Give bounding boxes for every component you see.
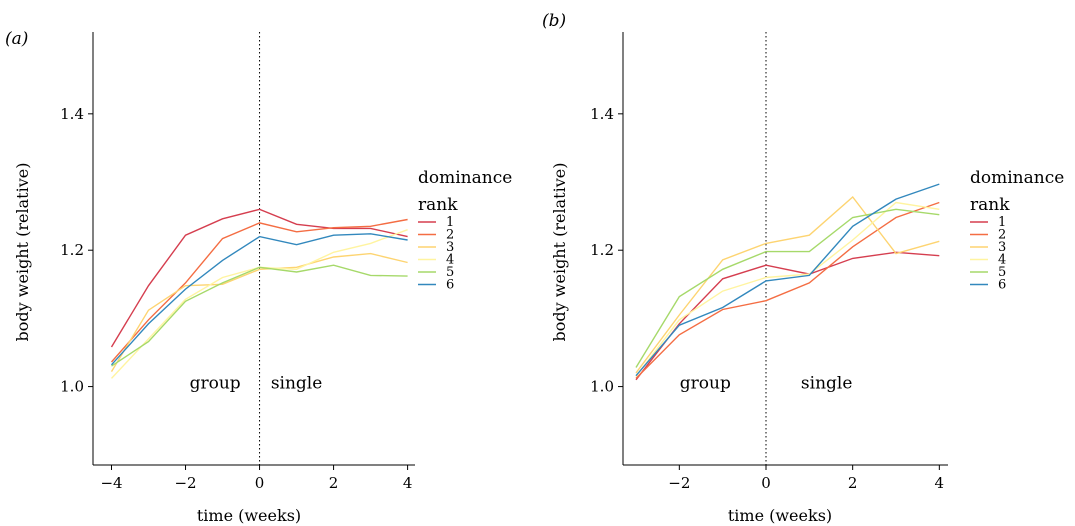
panel-b-x-tick-label: 4 bbox=[935, 474, 945, 492]
panel-b-series-line-2 bbox=[635, 201, 940, 379]
panel-b-y-tick-label: 1.2 bbox=[590, 241, 614, 259]
panel-a-legend-title-line2: rank bbox=[418, 195, 458, 215]
panel-b-y-tick-label: 1.0 bbox=[590, 378, 614, 396]
panel-a-legend-label-4: 4 bbox=[446, 253, 454, 268]
panel-b-series-line-6 bbox=[635, 183, 940, 377]
panel-a-legend-label-2: 2 bbox=[446, 228, 454, 243]
panel-b-annotation-group: group bbox=[680, 374, 731, 394]
panel-b-series-line-5 bbox=[635, 208, 940, 368]
panel-a-x-axis-title: time (weeks) bbox=[197, 506, 301, 525]
panel-a-x-tick-label: 0 bbox=[255, 474, 265, 492]
panel-a-series-line-3 bbox=[110, 252, 408, 372]
panel-a-annotation-single: single bbox=[271, 374, 323, 394]
panel-a-y-tick-label: 1.0 bbox=[60, 378, 84, 396]
panel-a-legend-label-3: 3 bbox=[446, 240, 454, 255]
panel-a-y-tick-label: 1.2 bbox=[60, 241, 84, 259]
panel-b-series-line-4 bbox=[635, 201, 940, 377]
panel-a-legend-label-5: 5 bbox=[446, 265, 454, 280]
panel-b-label: (b) bbox=[542, 11, 566, 31]
panel-a-series-line-5 bbox=[111, 264, 408, 367]
panel-a-label: (a) bbox=[5, 29, 28, 49]
panel-b-series-line-1 bbox=[635, 251, 940, 381]
panel-a-annotation-group: group bbox=[190, 374, 241, 394]
panel-b-y-axis-title: body weight (relative) bbox=[550, 163, 569, 342]
panel-b-x-tick-label: −2 bbox=[668, 474, 690, 492]
panel-a-x-tick-label: 4 bbox=[403, 474, 413, 492]
panel-b: (b) body weight (relative) time (weeks) … bbox=[542, 11, 1064, 525]
panel-b-x-tick-label: 0 bbox=[761, 474, 771, 492]
panel-b-y-tick-label: 1.4 bbox=[590, 105, 614, 123]
panel-a-series-line-1 bbox=[110, 208, 408, 348]
panel-b-x-tick-label: 2 bbox=[848, 474, 858, 492]
panel-b-legend-title-line2: rank bbox=[970, 195, 1010, 215]
panel-a-legend-label-6: 6 bbox=[446, 278, 454, 293]
panel-a-legend-title-line1: dominance bbox=[418, 168, 512, 188]
panel-b-legend-label-3: 3 bbox=[998, 240, 1006, 255]
panel-b-legend-title-line1: dominance bbox=[970, 168, 1064, 188]
panel-b-legend-label-5: 5 bbox=[998, 265, 1006, 280]
panel-b-legend-label-4: 4 bbox=[998, 253, 1006, 268]
panel-a-series-line-2 bbox=[110, 218, 408, 363]
panel-a-legend-label-1: 1 bbox=[446, 215, 454, 230]
panel-a: (a) body weight (relative) time (weeks) … bbox=[5, 29, 512, 525]
panel-a-x-tick-label: 2 bbox=[329, 474, 339, 492]
panel-a-y-tick-label: 1.4 bbox=[60, 105, 84, 123]
panel-a-x-tick-label: −4 bbox=[100, 474, 122, 492]
panel-a-x-tick-label: −2 bbox=[174, 474, 196, 492]
panel-b-x-axis-title: time (weeks) bbox=[728, 506, 832, 525]
panel-a-series-line-6 bbox=[110, 233, 408, 366]
panel-b-series-line-3 bbox=[635, 195, 940, 374]
panel-b-legend-label-1: 1 bbox=[998, 215, 1006, 230]
panel-b-legend-label-6: 6 bbox=[998, 278, 1006, 293]
panel-b-legend-label-2: 2 bbox=[998, 228, 1006, 243]
panel-b-annotation-single: single bbox=[801, 374, 853, 394]
panel-a-y-axis-title: body weight (relative) bbox=[13, 163, 32, 342]
